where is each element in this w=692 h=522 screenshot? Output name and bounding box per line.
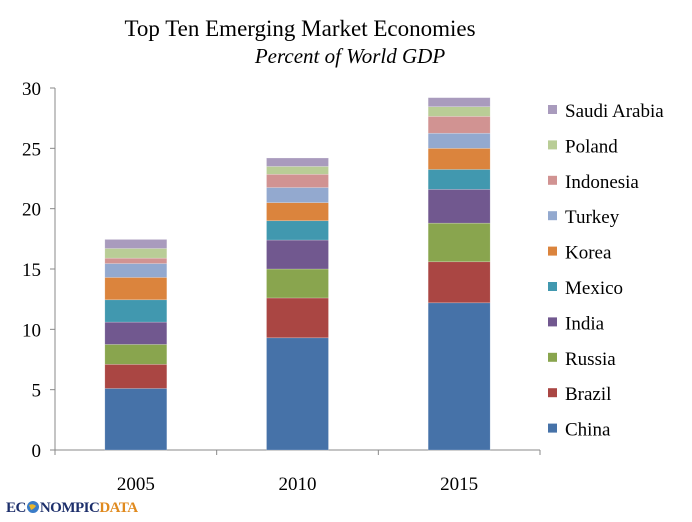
y-tick-label: 0	[32, 441, 42, 462]
bar-segment-poland-2010	[266, 166, 329, 175]
bar-segment-china-2015	[427, 302, 491, 451]
logo-text-ec: EC	[6, 500, 26, 516]
bar-segment-indonesia-2015	[427, 116, 491, 134]
bar-segment-indonesia-2005	[104, 257, 168, 264]
bar-segment-russia-2015	[427, 222, 491, 263]
y-tick-label: 5	[32, 381, 42, 402]
legend-swatch	[548, 175, 557, 185]
y-tick-label: 25	[22, 139, 41, 160]
legend-label: Russia	[565, 349, 616, 370]
globe-icon	[26, 501, 39, 513]
legend-item-indonesia: Indonesia	[548, 172, 639, 193]
bar-segment-saudi-arabia-2010	[266, 157, 329, 167]
legend-label: China	[565, 420, 611, 441]
legend-swatch	[548, 105, 557, 114]
legend-swatch	[548, 317, 557, 327]
y-tick-label: 15	[22, 260, 41, 281]
legend-swatch	[548, 352, 557, 362]
legend-label: India	[565, 313, 605, 334]
chart-title: Top Ten Emerging Market Economies	[124, 16, 475, 41]
bar-segment-china-2010	[266, 337, 329, 451]
bar-segment-russia-2010	[266, 268, 329, 299]
bar-segment-turkey-2005	[104, 263, 168, 278]
bar-segment-india-2015	[427, 189, 491, 224]
bar-segment-mexico-2015	[427, 169, 491, 190]
y-tick-label: 30	[22, 79, 41, 100]
legend-swatch	[548, 423, 557, 433]
legend-swatch	[548, 140, 557, 150]
legend-item-turkey: Turkey	[548, 207, 620, 228]
bar-segment-turkey-2015	[427, 132, 491, 149]
legend-item-india: India	[548, 313, 605, 334]
bar-segment-korea-2015	[427, 148, 491, 170]
x-tick-label: 2015	[440, 474, 478, 495]
bar-segment-brazil-2010	[266, 297, 329, 339]
legend-item-poland: Poland	[548, 136, 618, 157]
bar-segment-turkey-2010	[266, 187, 329, 203]
x-tick-label: 2010	[279, 474, 317, 495]
bar-segment-china-2005	[104, 388, 168, 451]
bar-segment-saudi-arabia-2015	[427, 97, 491, 108]
bar-segment-saudi-arabia-2005	[104, 239, 168, 249]
legend-item-korea: Korea	[548, 243, 612, 264]
bar-segment-mexico-2010	[266, 220, 329, 241]
bar-segment-india-2010	[266, 239, 329, 270]
legend-item-russia: Russia	[548, 349, 616, 370]
y-tick-label: 20	[22, 200, 41, 221]
legend-swatch	[548, 246, 557, 256]
bar-segment-korea-2005	[104, 277, 168, 301]
legend-label: Turkey	[565, 207, 620, 228]
bar-segment-russia-2005	[104, 344, 168, 365]
bar-segment-poland-2005	[104, 248, 168, 259]
bar-segment-poland-2015	[427, 106, 491, 117]
logo-text-data: DATA	[99, 500, 138, 516]
legend-label: Brazil	[565, 384, 611, 405]
legend-item-mexico: Mexico	[548, 278, 623, 299]
legend-item-saudi-arabia: Saudi Arabia	[548, 101, 664, 122]
legend-item-china: China	[548, 420, 611, 441]
legend-label: Korea	[565, 243, 612, 264]
bar-segment-indonesia-2010	[266, 173, 329, 188]
bar-segment-india-2005	[104, 321, 168, 345]
legend-label: Indonesia	[565, 172, 639, 193]
chart-subtitle: Percent of World GDP	[254, 44, 446, 68]
bar-segment-brazil-2005	[104, 364, 168, 389]
bar-segment-mexico-2005	[104, 299, 168, 323]
legend-label: Saudi Arabia	[565, 101, 664, 122]
legend-label: Mexico	[565, 278, 623, 299]
legend-label: Poland	[565, 136, 618, 157]
legend-swatch	[548, 388, 557, 398]
logo-text-nompic: NOMPIC	[39, 500, 100, 516]
y-tick-label: 10	[22, 320, 41, 341]
bar-segment-korea-2010	[266, 202, 329, 222]
legend-swatch	[548, 211, 557, 221]
bar-segment-brazil-2015	[427, 261, 491, 304]
legend-item-brazil: Brazil	[548, 384, 611, 405]
legend-swatch	[548, 282, 557, 291]
x-tick-label: 2005	[117, 474, 155, 495]
econompicdata-logo: EC NOMPICDATA	[6, 500, 138, 517]
